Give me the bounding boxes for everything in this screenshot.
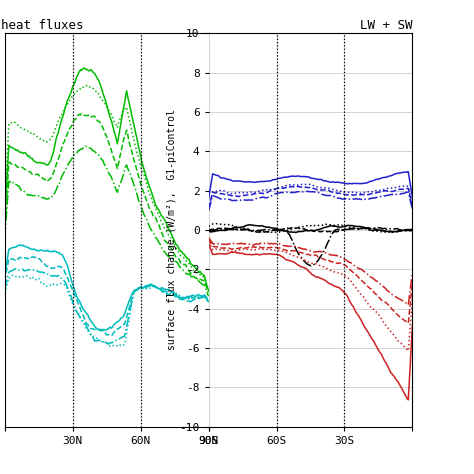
Text: LW + SW: LW + SW bbox=[360, 19, 412, 32]
Text: heat fluxes: heat fluxes bbox=[0, 19, 83, 32]
Y-axis label: surface flux change (W/m²),  G1-piControl: surface flux change (W/m²), G1-piControl bbox=[166, 109, 176, 350]
